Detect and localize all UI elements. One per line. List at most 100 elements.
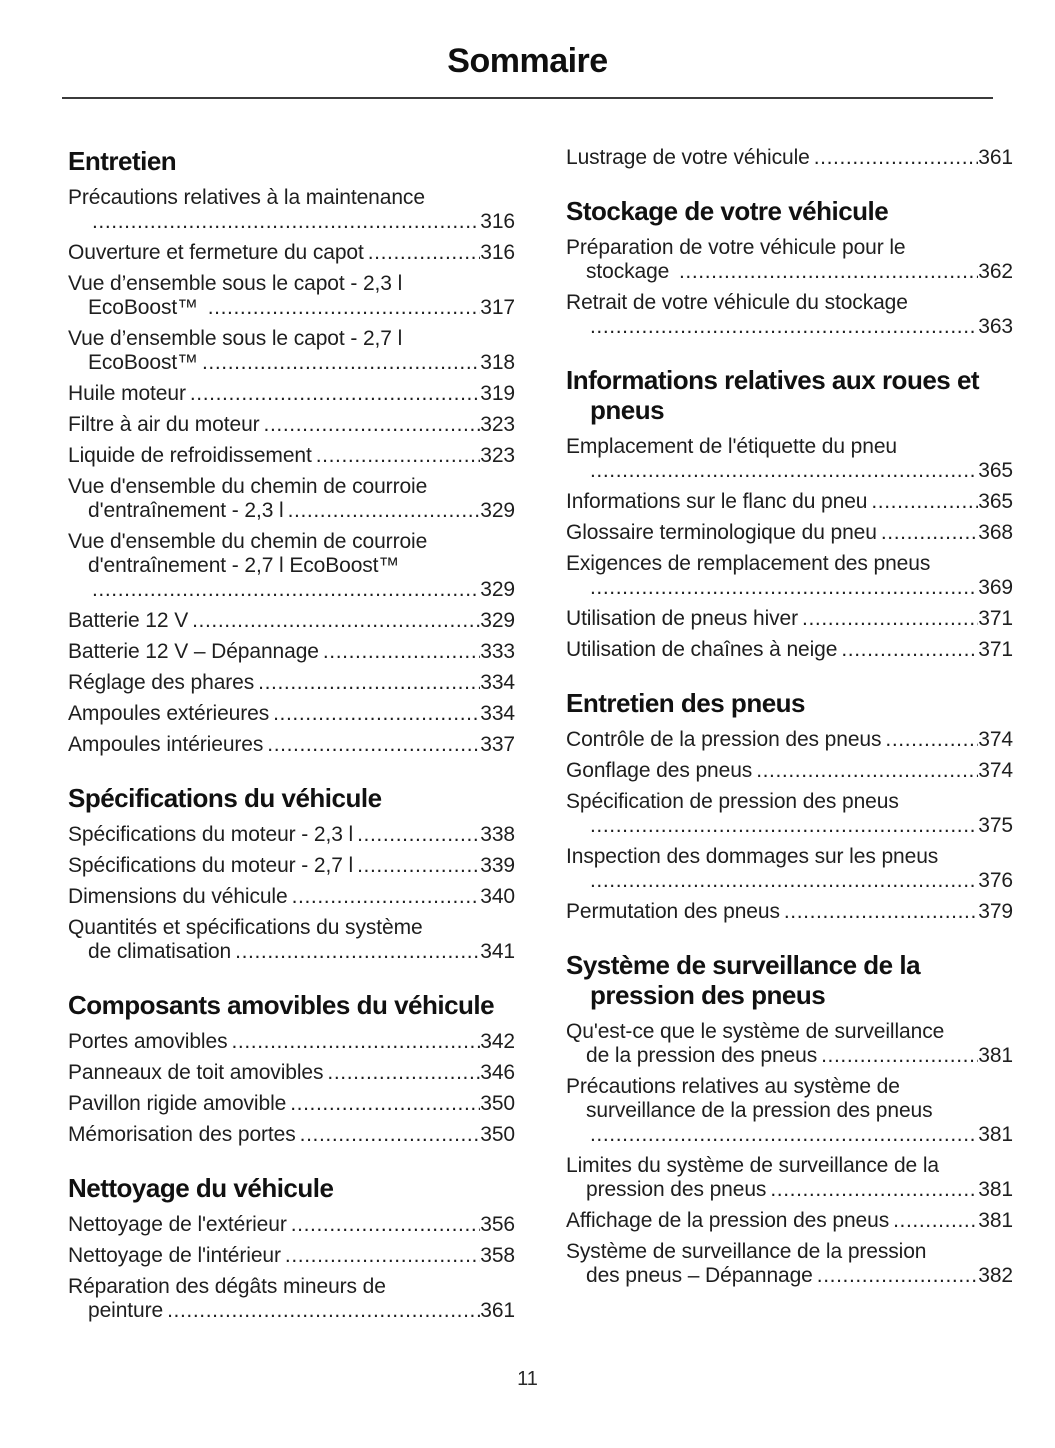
toc-entry-page: 316 [480, 241, 515, 264]
dot-leader [841, 638, 978, 662]
dot-leader [267, 733, 480, 757]
toc-entry-line: Précautions relatives au système de [566, 1075, 900, 1098]
toc-entry-page: 340 [480, 885, 515, 908]
toc-entry-leader-row: 381 [566, 1123, 1013, 1147]
toc-entry-page: 374 [978, 728, 1013, 751]
toc-entry-text: Spécifications du moteur - 2,3 l [68, 823, 354, 846]
toc-entry-page: 365 [978, 490, 1013, 513]
toc-entry: Réglage des phares 334 [68, 671, 515, 695]
toc-entry-leader-row: Lustrage de votre véhicule 361 [566, 146, 1013, 170]
toc-entry-text: pression des pneus [586, 1178, 767, 1201]
dot-leader [92, 578, 480, 602]
toc-entry-leader-row: de climatisation 341 [68, 940, 515, 964]
toc-entry-line: Quantités et spécifications du système [68, 916, 423, 939]
toc-entry-leader-row: 369 [566, 576, 1013, 600]
toc-entry-leader-row: Batterie 12 V – Dépannage 333 [68, 640, 515, 664]
toc-entry-leader-row: peinture 361 [68, 1299, 515, 1323]
toc-entry-line: Réparation des dégâts mineurs de [68, 1275, 386, 1298]
dot-leader [323, 640, 480, 664]
toc-entry-page: 365 [978, 459, 1013, 482]
toc-entry-leader-row: Contrôle de la pression des pneus 374 [566, 728, 1013, 752]
toc-section: Entretien des pneus Contrôle de la pressi… [566, 688, 1013, 924]
toc-entry-page: 337 [480, 733, 515, 756]
toc-entry: Informations sur le flanc du pneu 365 [566, 490, 1013, 514]
toc-entry-text: EcoBoost™ [88, 351, 198, 374]
toc-entry: Exigences de remplacement des pneus 369 [566, 552, 1013, 600]
toc-entry-text: Batterie 12 V [68, 609, 189, 632]
toc-entry-page: 356 [480, 1213, 515, 1236]
toc-column-right: Lustrage de votre véhicule 361 Stockage de… [566, 146, 1013, 1295]
toc-entry-line: Spécification de pression des pneus [566, 790, 899, 813]
toc-section: Système de surveillance de la pression d… [566, 950, 1013, 1288]
toc-entry-page: 368 [978, 521, 1013, 544]
dot-leader [881, 521, 978, 545]
toc-entry-leader-row: Filtre à air du moteur 323 [68, 413, 515, 437]
toc-entry-text: Dimensions du véhicule [68, 885, 288, 908]
toc-entry-leader-row: Portes amovibles 342 [68, 1030, 515, 1054]
toc-entry-text: Filtre à air du moteur [68, 413, 260, 436]
toc-entry-text: Pavillon rigide amovible [68, 1092, 287, 1115]
toc-entry-leader-row: EcoBoost™ 317 [68, 296, 515, 320]
toc-entry: Utilisation de chaînes à neige 371 [566, 638, 1013, 662]
toc-entry: Vue d’ensemble sous le capot - 2,7 l EcoB… [68, 327, 515, 375]
dot-leader [258, 671, 480, 695]
toc-entry: Ouverture et fermeture du capot 316 [68, 241, 515, 265]
toc-entry: Mémorisation des portes 350 [68, 1123, 515, 1147]
toc-entry: Pavillon rigide amovible 350 [68, 1092, 515, 1116]
dot-leader [784, 900, 978, 924]
dot-leader [821, 1044, 978, 1068]
toc-entry: Préparation de votre véhicule pour le sto… [566, 236, 1013, 284]
toc-entry: Inspection des dommages sur les pneus 376 [566, 845, 1013, 893]
toc-entry-page: 376 [978, 869, 1013, 892]
toc-entry-page: 350 [480, 1092, 515, 1115]
section-heading: Stockage de votre véhicule [566, 196, 889, 226]
dot-leader [202, 351, 480, 375]
toc-entry: Contrôle de la pression des pneus 374 [566, 728, 1013, 752]
dot-leader [679, 260, 978, 284]
toc-entry-page: 382 [978, 1264, 1013, 1287]
toc-entry-leader-row: d'entraînement - 2,3 l 329 [68, 499, 515, 523]
toc-section: Stockage de votre véhicule Préparation de… [566, 196, 1013, 339]
toc-entry-leader-row: 365 [566, 459, 1013, 483]
toc-section: Nettoyage du véhicule Nettoyage de l'exté… [68, 1173, 515, 1323]
toc-entry-page: 329 [480, 499, 515, 522]
dot-leader [235, 940, 480, 964]
toc-entry-line: Vue d'ensemble du chemin de courroie [68, 530, 428, 553]
toc-entry-page: 358 [480, 1244, 515, 1267]
toc-entry-leader-row: Ampoules intérieures 337 [68, 733, 515, 757]
toc-entry-page: 381 [978, 1123, 1013, 1146]
toc-entry-leader-row: Affichage de la pression des pneus 381 [566, 1209, 1013, 1233]
toc-entry-leader-row: Permutation des pneus 379 [566, 900, 1013, 924]
toc-entry-leader-row: 329 [68, 578, 515, 602]
toc-entry-line: Précautions relatives à la maintenance [68, 186, 425, 209]
toc-entry-leader-row: Utilisation de chaînes à neige 371 [566, 638, 1013, 662]
toc-entry-page: 334 [480, 702, 515, 725]
toc-entry-page: 329 [480, 578, 515, 601]
toc-entry-leader-row: Dimensions du véhicule 340 [68, 885, 515, 909]
toc-entry-leader-row: 363 [566, 315, 1013, 339]
dot-leader [590, 576, 978, 600]
toc-entry-text: Gonflage des pneus [566, 759, 753, 782]
dot-leader [291, 1213, 481, 1237]
toc-entry: Limites du système de surveillance de la… [566, 1154, 1013, 1202]
dot-leader [590, 1123, 978, 1147]
toc-entry-text: Nettoyage de l'intérieur [68, 1244, 281, 1267]
toc-entry-page: 371 [978, 638, 1013, 661]
toc-entry-page: 346 [480, 1061, 515, 1084]
toc-entry-page: 381 [978, 1044, 1013, 1067]
toc-entry: Affichage de la pression des pneus 381 [566, 1209, 1013, 1233]
dot-leader [300, 1123, 481, 1147]
toc-entry-leader-row: Nettoyage de l'intérieur 358 [68, 1244, 515, 1268]
toc-entry-leader-row: Panneaux de toit amovibles 346 [68, 1061, 515, 1085]
toc-entry-leader-row: stockage 362 [566, 260, 1013, 284]
dot-leader [327, 1061, 480, 1085]
toc-entry-page: 339 [480, 854, 515, 877]
dot-leader [893, 1209, 978, 1233]
toc-entry-page: 379 [978, 900, 1013, 923]
toc-entry-text: stockage [586, 260, 675, 283]
toc-entry-leader-row: de la pression des pneus 381 [566, 1044, 1013, 1068]
dot-leader [357, 823, 480, 847]
toc-entry-page: 371 [978, 607, 1013, 630]
toc-entry-leader-row: Spécifications du moteur - 2,3 l 338 [68, 823, 515, 847]
